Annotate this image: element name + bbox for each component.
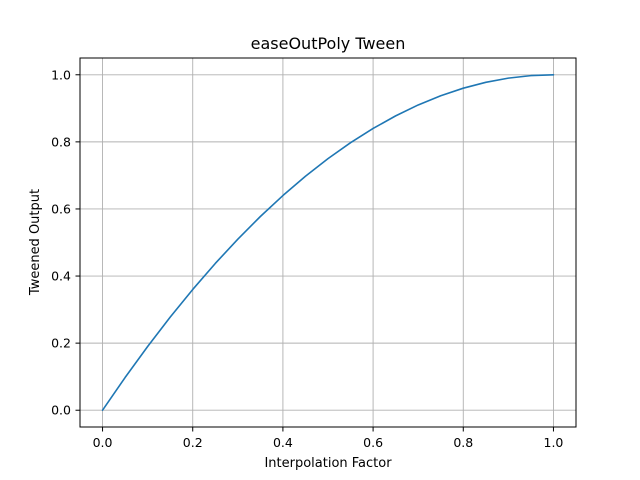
y-tick-label: 0.6 [51,201,71,216]
x-tick-label: 1.0 [544,435,564,450]
x-axis-label: Interpolation Factor [264,456,392,471]
grid [80,58,576,427]
y-tick-label: 0.0 [51,403,71,418]
y-tick-label: 0.4 [51,269,71,284]
x-tick-label: 0.4 [273,435,293,450]
x-tick-label: 0.6 [363,435,383,450]
x-tick-label: 0.8 [453,435,473,450]
ticks: 0.0 0.2 0.4 0.6 0.8 1.0 0.0 0.2 0.4 0.6 0.8 1.0 [51,67,563,450]
series-line [101,73,555,412]
plot-frame [79,57,577,428]
y-tick-label: 1.0 [51,67,71,82]
series-layer [101,73,555,412]
chart-title: easeOutPoly Tween [251,34,406,53]
x-tick-label: 0.2 [183,435,203,450]
y-tick-label: 0.2 [51,336,71,351]
x-tick-label: 0.0 [93,435,113,450]
y-tick-label: 0.8 [51,134,71,149]
y-axis-label: Tweened Output [28,189,43,296]
